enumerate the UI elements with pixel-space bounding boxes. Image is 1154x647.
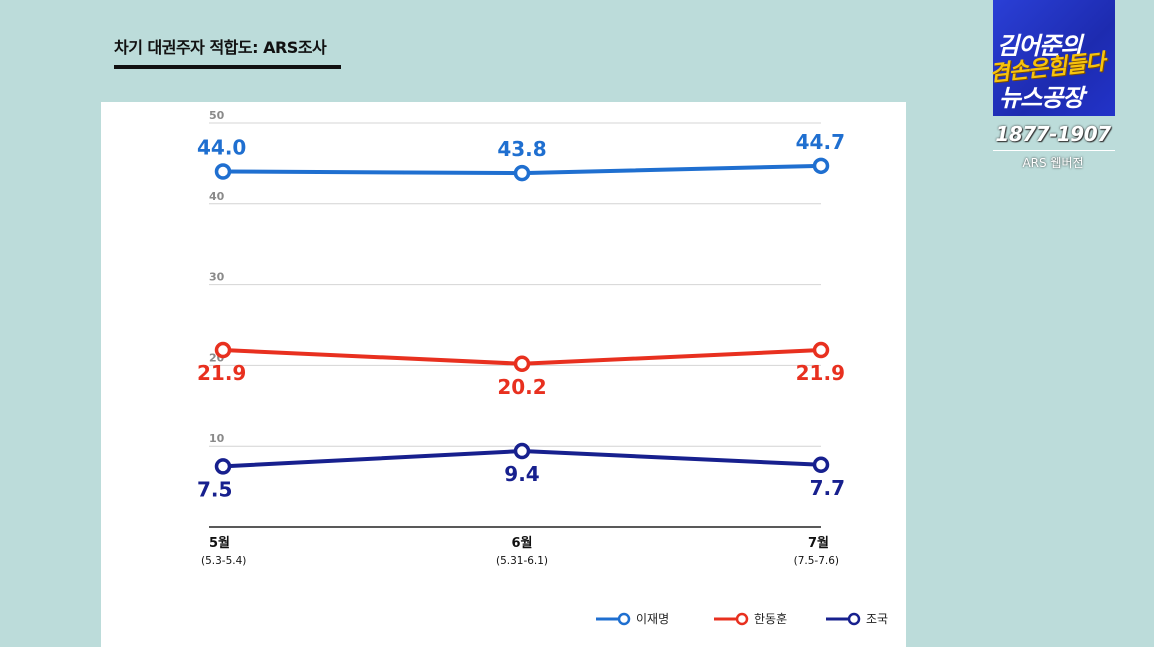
data-label: 21.9 — [796, 361, 845, 385]
data-point — [214, 163, 232, 180]
legend-swatch-marker — [617, 612, 631, 626]
legend-label: 이재명 — [636, 612, 669, 626]
chart-card: 10 20 30 40 50 5월 (5.3-5.4) 6월 (5.31-6.1) 7월 (7.5-… — [101, 102, 906, 647]
x-tick-sublabel: (7.5-7.6) — [794, 555, 839, 567]
y-tick-label: 30 — [209, 271, 225, 284]
y-tick-label: 10 — [209, 432, 225, 445]
logo-background — [993, 0, 1115, 116]
page-title: 차기 대권주자 적합도: ARS조사 — [114, 38, 327, 57]
program-logo: 김어준의 겸손은힘들다 뉴스공장 — [988, 0, 1115, 116]
line-chart: 10203040505월(5.3-5.4)6월(5.31-6.1)7월(7.5-… — [197, 109, 888, 626]
logo-date-range: 1877-1907 — [995, 122, 1111, 146]
logo-subtitle: ARS 웹버전 — [1022, 156, 1084, 170]
data-point — [812, 157, 830, 175]
legend-swatch-marker — [847, 612, 861, 626]
data-point — [513, 164, 531, 182]
legend-swatch-marker — [735, 612, 749, 626]
data-label: 20.2 — [497, 375, 546, 399]
logo-line-3: 뉴스공장 — [999, 84, 1084, 112]
data-point — [214, 458, 232, 475]
x-tick-label: 6월 — [511, 535, 532, 551]
data-label: 7.7 — [810, 476, 845, 500]
legend-label: 한동훈 — [754, 612, 787, 626]
data-label: 7.5 — [197, 477, 232, 501]
data-point — [812, 341, 830, 359]
legend-label: 조국 — [866, 612, 888, 626]
data-point — [513, 355, 531, 373]
data-label: 21.9 — [197, 361, 246, 385]
x-tick-label: 5월 — [209, 535, 230, 551]
title-underline — [114, 65, 341, 69]
logo-line-1: 김어준의 — [997, 32, 1082, 60]
y-tick-label: 50 — [209, 109, 225, 122]
data-label: 44.0 — [197, 135, 246, 159]
x-tick-label: 7월 — [808, 535, 829, 551]
data-label: 9.4 — [504, 462, 539, 486]
data-point — [513, 442, 531, 460]
y-tick-label: 40 — [209, 190, 225, 203]
data-point — [812, 456, 830, 474]
logo-date-divider — [993, 150, 1115, 151]
data-label: 44.7 — [796, 130, 845, 154]
data-point — [214, 341, 232, 359]
x-tick-sublabel: (5.3-5.4) — [201, 555, 246, 567]
data-label: 43.8 — [497, 137, 546, 161]
x-tick-sublabel: (5.31-6.1) — [496, 555, 548, 567]
